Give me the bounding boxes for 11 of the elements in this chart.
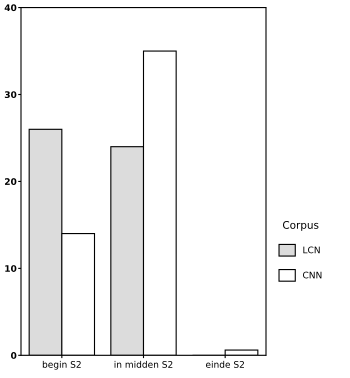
x-tick-label: begin S2 xyxy=(42,360,81,370)
legend-label: CNN xyxy=(303,272,322,278)
y-tick-label: 20 xyxy=(4,178,16,185)
legend-title: Corpus xyxy=(282,220,318,231)
x-tick-label: einde S2 xyxy=(206,360,244,368)
y-tick-label: 0 xyxy=(10,352,16,359)
x-tick-label: in midden S2 xyxy=(114,360,172,368)
y-tick-label: 10 xyxy=(5,265,16,272)
legend-label: LCN xyxy=(303,246,320,254)
y-tick-label: 30 xyxy=(4,91,16,98)
y-tick-label: 40 xyxy=(4,4,16,12)
